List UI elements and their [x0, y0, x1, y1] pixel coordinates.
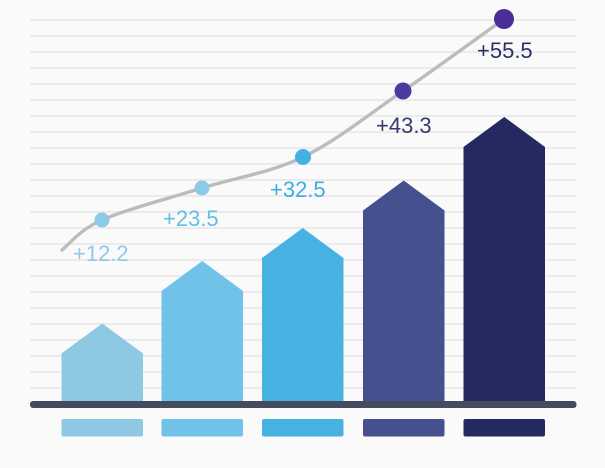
data-point-1	[94, 212, 110, 228]
bar-5	[463, 117, 545, 402]
bar-3-pedestal	[262, 419, 344, 437]
bar-5-pedestal	[463, 419, 545, 437]
data-point-2	[194, 180, 210, 196]
data-point-5	[494, 9, 514, 29]
value-label-5: +55.5	[477, 38, 533, 63]
bar-2-pedestal	[161, 419, 243, 437]
bar-2	[161, 261, 243, 402]
bar-4-pedestal	[363, 419, 445, 437]
data-point-3	[295, 149, 311, 165]
value-label-3: +32.5	[270, 177, 326, 202]
bar-1	[61, 323, 143, 402]
baseline-axis	[30, 401, 577, 408]
bar-4	[363, 180, 445, 402]
data-point-4	[394, 82, 412, 100]
value-label-1: +12.2	[73, 241, 129, 266]
value-label-4: +43.3	[376, 113, 432, 138]
value-label-2: +23.5	[163, 206, 219, 231]
bar-3	[262, 228, 344, 402]
bar-1-pedestal	[61, 419, 143, 437]
